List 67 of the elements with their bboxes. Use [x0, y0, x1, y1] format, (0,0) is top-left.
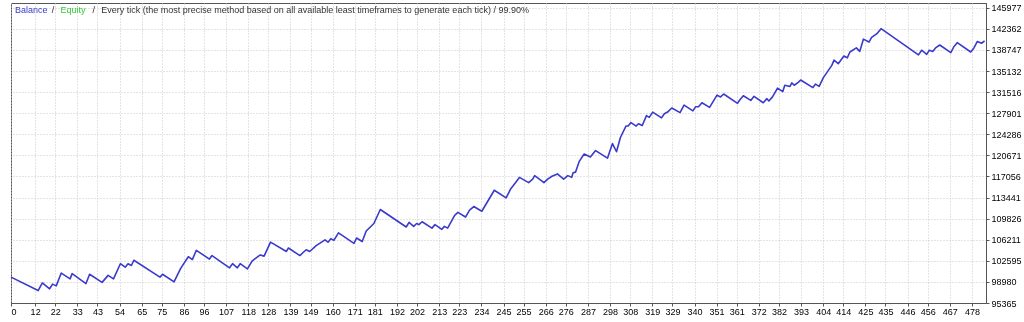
x-tick-label: 298 [603, 306, 619, 317]
x-tick-label: 456 [920, 306, 936, 317]
x-tick-label: 33 [72, 306, 83, 317]
y-tick-label: 117056 [991, 171, 1021, 182]
y-tick-label: 135132 [991, 66, 1022, 77]
x-tick-label: 393 [794, 306, 810, 317]
chart-title: Every tick (the most precise method based on all available least timeframes to generate each tick) / 99.90% [101, 5, 529, 15]
annotation: / [92, 5, 96, 15]
x-tick-label: 139 [283, 306, 299, 317]
y-tick-label: 102595 [991, 256, 1022, 267]
x-tick-label: 245 [496, 306, 512, 317]
x-tick-label: 54 [115, 306, 126, 317]
text: Balance [15, 5, 48, 15]
x-tick-label: 351 [709, 306, 725, 317]
y-tick-label: 120671 [991, 150, 1022, 161]
x-tick-label: 12 [30, 306, 41, 317]
x-tick-label: 435 [878, 306, 894, 317]
x-tick-label: 255 [516, 306, 532, 317]
x-tick-label: 319 [645, 306, 661, 317]
x-tick-label: 223 [452, 306, 468, 317]
x-tick-label: 149 [303, 306, 319, 317]
y-tick-label: 131516 [991, 87, 1022, 98]
x-tick-label: 65 [137, 306, 148, 317]
y-tick-label: 124286 [991, 129, 1022, 140]
x-tick-label: 86 [179, 306, 190, 317]
x-tick-label: 96 [199, 306, 210, 317]
y-tick-label: 142362 [991, 24, 1022, 35]
x-tick-label: 404 [816, 306, 832, 317]
x-tick-label: 425 [858, 306, 874, 317]
x-tick-label: 160 [325, 306, 341, 317]
y-tick-label: 106211 [991, 235, 1021, 246]
x-tick-label: 287 [580, 306, 596, 317]
x-tick-label: 202 [410, 306, 426, 317]
x-tick-label: 414 [836, 306, 852, 317]
y-tick-label: 109826 [991, 214, 1022, 225]
annotation: / [51, 5, 55, 15]
x-tick-label: 478 [964, 306, 980, 317]
x-tick-label: 128 [261, 306, 277, 317]
y-tick-label: 127901 [991, 108, 1022, 119]
x-tick-label: 171 [347, 306, 363, 317]
x-tick-label: 276 [558, 306, 574, 317]
x-tick-label: 372 [751, 306, 767, 317]
x-tick-label: 329 [665, 306, 681, 317]
x-tick-label: 75 [157, 306, 168, 317]
x-tick-label: 308 [623, 306, 639, 317]
y-tick-label: 138747 [991, 45, 1022, 56]
x-tick-label: 266 [538, 306, 554, 317]
x-tick-label: 382 [771, 306, 787, 317]
x-tick-label: 107 [219, 306, 235, 317]
x-tick-label: 118 [241, 306, 256, 317]
y-tick-label: 113441 [991, 193, 1021, 204]
x-tick-label: 181 [367, 306, 383, 317]
legend-label: Equity [60, 5, 86, 15]
x-tick-label: 234 [474, 306, 490, 317]
y-tick-label: 95365 [991, 298, 1017, 309]
x-tick-label: 340 [687, 306, 703, 317]
x-tick-label: 22 [50, 306, 61, 317]
x-tick-label: 446 [900, 306, 916, 317]
x-tick-label: 43 [92, 306, 103, 317]
y-tick-label: 98980 [991, 277, 1017, 288]
x-tick-label: 467 [942, 306, 958, 317]
x-tick-label: 192 [389, 306, 405, 317]
y-tick-label: 145977 [991, 3, 1022, 14]
x-tick-label: 0 [11, 306, 17, 317]
x-tick-label: 213 [432, 306, 448, 317]
x-tick-label: 361 [729, 306, 745, 317]
line-series [10, 27, 986, 292]
